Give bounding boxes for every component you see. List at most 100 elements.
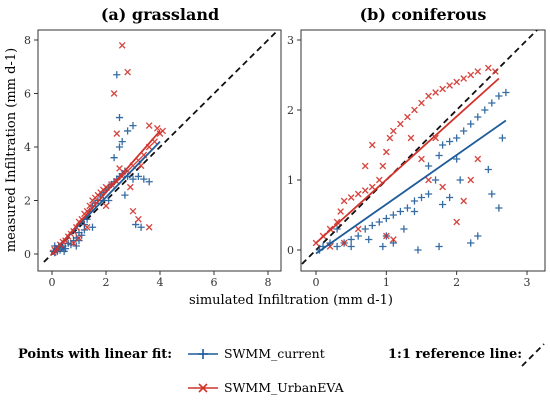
plus-marker-icon <box>198 349 208 359</box>
point-b-s0-49 <box>435 242 443 251</box>
point-b-s0-22 <box>424 162 433 170</box>
point-a-s1-43 <box>102 202 110 210</box>
point-b-s1-8 <box>361 187 369 194</box>
point-a-s0-48 <box>137 223 145 231</box>
point-b-s0-37 <box>484 165 492 174</box>
point-b-s1-26 <box>467 71 475 79</box>
point-b-s0-39 <box>495 204 503 212</box>
point-b-s0-34 <box>495 92 503 100</box>
point-b-s0-33 <box>488 99 496 107</box>
x-tick-label-a-2: 4 <box>157 276 164 289</box>
panel-b-title: (b) coniferous <box>360 5 487 24</box>
point-b-s0-18 <box>410 197 419 205</box>
point-a-s1-36 <box>110 90 118 97</box>
point-b-s0-11 <box>382 214 390 223</box>
point-b-s1-40 <box>460 197 468 205</box>
point-a-s1-31 <box>145 122 153 129</box>
point-b-s1-31 <box>361 162 369 170</box>
point-b-s1-27 <box>474 68 482 75</box>
point-b-s0-29 <box>460 127 468 135</box>
point-b-s1-34 <box>340 239 348 247</box>
point-b-s1-30 <box>368 141 376 149</box>
y-tick-label-a-0: 0 <box>24 248 31 261</box>
x-tick-label-b-1: 1 <box>383 276 390 289</box>
point-a-s0-35 <box>129 175 137 183</box>
point-a-s1-5 <box>62 237 69 244</box>
point-a-s1-40 <box>129 207 137 215</box>
point-b-s1-42 <box>474 155 482 163</box>
point-a-s0-44 <box>115 113 124 122</box>
y-tick-label-a-2: 4 <box>24 141 31 154</box>
point-b-s0-31 <box>474 113 482 121</box>
point-b-s0-9 <box>368 221 376 230</box>
panel-b-frame <box>300 29 546 272</box>
point-b-s1-13 <box>386 134 394 142</box>
point-a-s1-45 <box>70 239 77 247</box>
y-tick-label-a-1: 2 <box>24 195 31 208</box>
x-axis-label: simulated Infiltration (mm d-1) <box>189 293 393 308</box>
point-b-s1-11 <box>379 162 387 170</box>
y-axis-label: measured Infiltration (mm d-1) <box>4 48 19 252</box>
point-b-s1-22 <box>439 85 446 93</box>
y-tick-label-b-3: 3 <box>287 34 294 47</box>
ref-line-b <box>301 30 539 267</box>
point-b-s1-6 <box>347 194 355 201</box>
point-b-s0-40 <box>474 232 482 240</box>
point-b-s1-36 <box>418 155 425 163</box>
point-b-s0-14 <box>389 239 397 247</box>
panel-b-plot: 0 0 1 1 2 2 3 3 <box>287 30 539 289</box>
y-tick-label-b-2: 2 <box>287 104 294 117</box>
point-a-s1-42 <box>145 223 153 231</box>
point-b-s0-16 <box>400 225 408 233</box>
point-a-s0-39 <box>115 143 124 151</box>
fit-line-b-0 <box>315 119 507 255</box>
point-b-s1-14 <box>390 127 397 135</box>
legend-ref-label: 1:1 reference line: <box>388 347 522 362</box>
point-b-s0-21 <box>424 190 433 198</box>
point-a-s1-46 <box>83 223 91 231</box>
point-b-s1-23 <box>446 82 453 89</box>
point-b-s1-24 <box>453 78 461 86</box>
point-b-s1-15 <box>397 120 404 128</box>
point-b-s0-41 <box>467 239 475 247</box>
point-a-s0-10 <box>60 247 68 255</box>
x-tick-label-a-4: 8 <box>265 276 272 289</box>
point-b-s1-21 <box>432 89 439 96</box>
point-a-s0-46 <box>121 191 129 199</box>
point-b-s0-5 <box>347 235 355 244</box>
point-b-s1-7 <box>354 190 362 198</box>
point-b-s1-17 <box>407 134 415 142</box>
point-b-s0-17 <box>403 204 412 212</box>
point-b-s0-8 <box>365 235 373 244</box>
point-b-s0-43 <box>446 193 454 202</box>
x-tick-label-a-1: 2 <box>103 276 110 289</box>
point-b-s1-32 <box>382 232 390 240</box>
point-b-s0-20 <box>417 193 426 202</box>
point-b-s0-3 <box>333 242 341 251</box>
panel-a-inner <box>43 31 277 263</box>
point-b-s1-38 <box>439 183 446 191</box>
legend-label-urbaneva: SWMM_UrbanEVA <box>224 380 345 395</box>
legend-title: Points with linear fit: <box>18 347 172 362</box>
point-b-s1-4 <box>337 208 344 215</box>
panel-a-plot: 0 0 2 2 4 4 6 6 8 8 <box>24 31 277 289</box>
legend-item-urbaneva: SWMM_UrbanEVA <box>188 380 345 395</box>
point-b-s1-33 <box>390 236 397 243</box>
point-b-s0-27 <box>453 134 461 142</box>
point-b-s0-15 <box>396 207 404 216</box>
point-a-s1-34 <box>118 42 126 49</box>
point-b-s1-19 <box>418 99 425 107</box>
point-b-s0-6 <box>354 232 362 240</box>
x-tick-label-b-3: 3 <box>524 276 531 289</box>
point-b-s0-10 <box>375 218 383 226</box>
x-tick-label-a-3: 6 <box>211 276 218 289</box>
y-tick-label-b-0: 0 <box>287 244 294 257</box>
point-a-s1-39 <box>126 183 134 191</box>
point-b-s0-26 <box>446 137 454 146</box>
point-a-s0-45 <box>110 154 118 162</box>
fit-line-a-1 <box>51 130 161 255</box>
point-b-s1-3 <box>333 218 341 226</box>
point-b-s0-35 <box>498 134 506 142</box>
point-b-s0-36 <box>502 88 510 97</box>
point-a-s0-41 <box>124 127 132 135</box>
